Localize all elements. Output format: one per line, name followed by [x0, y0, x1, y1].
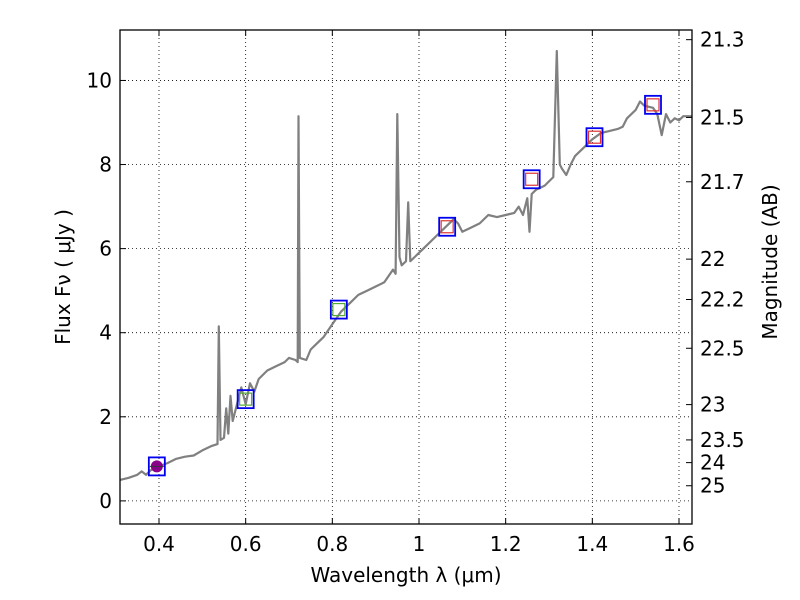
- photometry-layer: [147, 94, 662, 477]
- y2-tick-label: 25: [700, 474, 725, 498]
- y2-tick-label: 21.5: [700, 105, 745, 129]
- y2-tick-label: 21.7: [700, 170, 745, 194]
- photometry-marker: [587, 130, 602, 144]
- photometry-point: [522, 169, 541, 190]
- y-tick-label: 8: [99, 153, 112, 177]
- y2-tick-label: 22.5: [700, 336, 745, 360]
- y2-tick-label: 23: [700, 393, 725, 417]
- y-tick-label: 2: [99, 405, 112, 429]
- photometry-box: [522, 169, 541, 190]
- y2-axis-label: Magnitude (AB): [758, 184, 782, 339]
- photometry-box: [438, 216, 457, 237]
- x-tick-label: 1: [413, 532, 426, 556]
- x-tick-label: 1.2: [490, 532, 522, 556]
- plot-frame: [119, 29, 693, 525]
- photometry-marker: [525, 172, 539, 186]
- x-tick-label: 0.4: [143, 532, 175, 556]
- y-tick-label: 4: [99, 321, 112, 345]
- y-tick-label: 6: [99, 237, 112, 261]
- photometry-point: [438, 216, 457, 237]
- photometry-point: [147, 456, 166, 477]
- photometry-box: [644, 94, 662, 115]
- grid-layer: [120, 30, 692, 524]
- y2-tick-label: 24: [700, 451, 725, 475]
- photometry-point: [236, 389, 255, 410]
- y-axis-label: Flux Fν ( μJy ): [51, 209, 75, 345]
- y2-tick-label: 21.3: [700, 28, 745, 52]
- photometry-marker: [239, 392, 253, 406]
- y2-tick-label: 23.5: [700, 428, 745, 452]
- ticks-layer: 0.4 0.6 0.8 1 1.2 1.4 1.6024681021.321.521.722…: [87, 28, 745, 556]
- x-tick-label: 0.6: [230, 532, 262, 556]
- y2-tick-label: 22.2: [700, 287, 745, 311]
- photometry-marker: [440, 220, 454, 234]
- spectrum-line: [119, 49, 692, 481]
- photometry-box: [147, 456, 166, 477]
- photometry-marker: [646, 98, 660, 112]
- x-axis-label: Wavelength λ (μm): [310, 563, 501, 587]
- photometry-box: [585, 127, 604, 148]
- y-tick-label: 10: [87, 68, 112, 92]
- photometry-point: [329, 299, 348, 320]
- photometry-point: [644, 94, 662, 115]
- x-tick-label: 0.8: [316, 532, 348, 556]
- photometry-box: [236, 389, 255, 410]
- x-tick-label: 1.6: [663, 532, 695, 556]
- y2-tick-label: 22: [700, 247, 725, 271]
- x-tick-label: 1.4: [576, 532, 608, 556]
- photometry-marker: [332, 302, 346, 317]
- photometry-box: [329, 299, 348, 320]
- y-tick-label: 0: [99, 489, 112, 513]
- series-layer: [119, 49, 692, 481]
- photometry-point: [585, 127, 604, 148]
